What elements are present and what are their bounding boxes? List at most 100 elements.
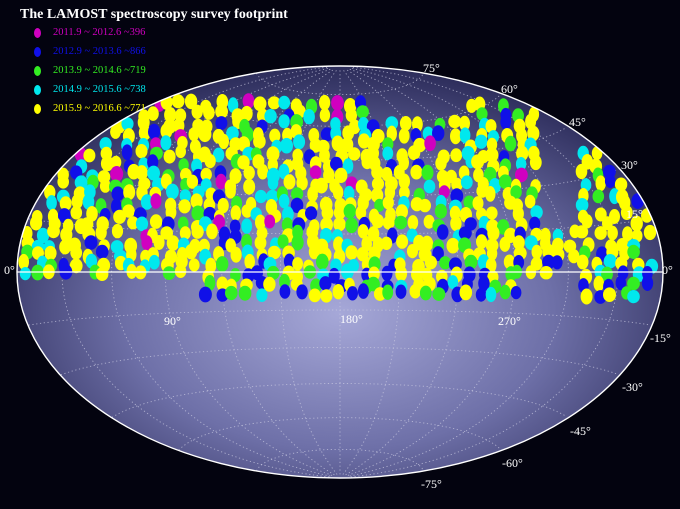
survey-field-tile xyxy=(160,135,172,151)
survey-field-tile xyxy=(513,235,525,250)
survey-field-tile xyxy=(333,217,346,232)
survey-field-tile xyxy=(539,266,553,280)
survey-field-tile xyxy=(581,214,593,229)
survey-field-tile xyxy=(424,255,437,270)
survey-field-tile xyxy=(345,108,358,123)
survey-field-tile xyxy=(592,189,605,204)
survey-field-tile xyxy=(19,267,31,281)
survey-field-tile xyxy=(226,126,239,141)
legend-marker xyxy=(34,28,41,38)
survey-field-tile xyxy=(342,158,354,174)
survey-field-tile xyxy=(150,193,162,209)
survey-field-tile xyxy=(254,235,267,250)
survey-field-tile xyxy=(463,195,476,210)
survey-field-tile xyxy=(164,107,177,123)
survey-field-tile xyxy=(474,134,488,149)
survey-field-tile xyxy=(200,167,212,182)
survey-field-tile xyxy=(166,183,179,200)
survey-field-tile xyxy=(292,257,303,271)
survey-field-tile xyxy=(165,204,177,220)
survey-field-tile xyxy=(385,116,399,131)
legend-label: 2012.9 ~ 2013.6 ~866 xyxy=(53,46,146,57)
graticule-line xyxy=(256,448,424,472)
survey-field-tile xyxy=(323,167,335,184)
survey-field-tile xyxy=(531,244,543,260)
survey-field-tile xyxy=(188,127,200,142)
survey-field-tile xyxy=(149,214,163,229)
survey-field-tile xyxy=(74,175,88,190)
survey-field-tile xyxy=(303,109,315,125)
survey-field-tile xyxy=(423,179,436,194)
survey-field-tile xyxy=(296,284,308,300)
survey-field-tile xyxy=(485,147,499,163)
survey-field-tile xyxy=(204,154,216,169)
survey-field-tile xyxy=(472,196,484,211)
survey-field-tile xyxy=(434,203,447,219)
survey-field-tile xyxy=(319,94,331,111)
survey-field-tile xyxy=(627,290,640,304)
survey-field-tile xyxy=(525,113,537,130)
survey-field-tile xyxy=(407,145,421,161)
survey-field-tile xyxy=(398,128,410,144)
survey-field-tile xyxy=(382,146,394,161)
survey-field-tile xyxy=(185,244,198,260)
survey-field-tile xyxy=(264,214,276,229)
survey-field-tile xyxy=(382,284,394,300)
survey-field-tile xyxy=(593,275,605,292)
survey-field-tile xyxy=(110,155,122,169)
survey-field-tile xyxy=(135,216,149,232)
survey-field-tile xyxy=(542,254,555,270)
survey-field-tile xyxy=(29,215,43,231)
survey-field-tile xyxy=(309,165,322,180)
survey-field-tile xyxy=(398,173,410,190)
survey-field-tile xyxy=(458,226,472,240)
survey-field-tile xyxy=(321,206,334,220)
survey-field-tile xyxy=(171,94,185,109)
survey-field-tile xyxy=(345,245,358,260)
survey-field-tile xyxy=(122,204,135,218)
survey-field-tile xyxy=(450,188,464,204)
survey-field-tile xyxy=(264,109,277,124)
survey-field-tile xyxy=(84,235,98,250)
survey-field-tile xyxy=(407,215,419,230)
survey-field-tile xyxy=(278,95,291,110)
survey-field-tile xyxy=(355,205,367,220)
survey-field-tile xyxy=(503,254,515,270)
survey-field-tile xyxy=(471,154,485,170)
survey-field-tile xyxy=(216,256,229,272)
survey-field-tile xyxy=(334,167,348,183)
survey-field-tile xyxy=(357,133,371,149)
survey-field-tile xyxy=(215,104,229,119)
survey-field-tile xyxy=(530,205,543,220)
lat-label-0-left: 0° xyxy=(4,263,15,277)
survey-field-tile xyxy=(499,284,511,300)
survey-field-tile xyxy=(627,276,640,291)
lat-label-0-right: 0° xyxy=(662,263,673,277)
survey-field-tile xyxy=(254,189,267,204)
survey-field-tile xyxy=(476,234,488,250)
survey-field-tile xyxy=(419,198,431,213)
survey-field-tile xyxy=(499,236,511,252)
lat-label-minus-45: -45° xyxy=(570,424,591,438)
survey-field-tile xyxy=(357,283,369,299)
survey-field-tile xyxy=(70,205,83,220)
survey-field-tile xyxy=(69,258,83,274)
survey-field-tile xyxy=(230,205,241,222)
survey-field-tile xyxy=(432,246,444,262)
survey-field-tile xyxy=(178,199,191,214)
survey-field-tile xyxy=(266,265,280,280)
survey-field-tile xyxy=(515,167,528,183)
survey-field-tile xyxy=(186,174,199,189)
survey-field-tile xyxy=(238,285,252,301)
graticule-line xyxy=(256,72,424,96)
survey-field-tile xyxy=(291,234,304,251)
survey-field-tile xyxy=(163,149,176,164)
survey-field-tile xyxy=(366,276,380,292)
survey-field-tile xyxy=(308,288,321,303)
survey-field-tile xyxy=(59,196,72,211)
survey-field-tile xyxy=(424,135,436,152)
survey-field-tile xyxy=(319,276,332,291)
survey-field-tile xyxy=(614,177,628,192)
survey-field-tile xyxy=(243,178,256,195)
survey-field-tile xyxy=(277,234,289,249)
